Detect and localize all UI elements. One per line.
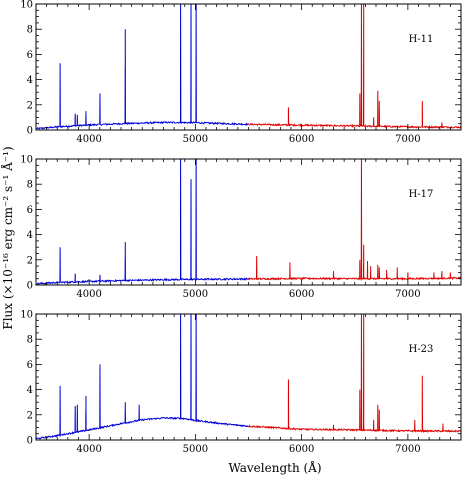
panel-label: H-11 [409,34,434,45]
x-tick-label: 4000 [76,289,101,300]
series-blue-arm [36,159,249,285]
y-axis-title: Flux (×10⁻¹⁶ erg cm⁻² s⁻¹ Å⁻¹) [0,146,15,329]
x-tick-label: 7000 [395,134,420,145]
series-red-arm [248,314,461,434]
y-tick-label: 8 [27,180,33,191]
y-tick-label: 6 [27,50,33,61]
y-tick-label: 2 [27,255,33,266]
x-tick-label: 4000 [76,444,101,455]
y-tick-label: 0 [27,436,33,447]
y-tick-label: 10 [20,155,33,166]
x-tick-label: 5000 [183,444,208,455]
y-tick-label: 8 [27,25,33,36]
y-tick-label: 4 [27,230,33,241]
panel-label: H-23 [409,344,434,355]
y-tick-label: 10 [20,310,33,321]
panel-h-17: 4000 5000 6000 7000 0 2 4 6 8 10 H-17 [20,155,462,300]
x-tick-label: 5000 [183,289,208,300]
panel-h-23: 4000 5000 6000 7000 0 2 4 6 8 10 H-23 [20,310,462,455]
panel-label: H-17 [409,189,434,200]
x-tick-label: 7000 [395,444,420,455]
plot-frame [35,158,462,286]
y-tick-label: 6 [27,360,33,371]
series-blue-arm [36,4,249,130]
panel-h-11: 4000 5000 6000 7000 0 2 4 6 8 10 H-11 [20,0,462,145]
y-tick-label: 0 [27,126,33,137]
x-tick-label: 4000 [76,134,101,145]
y-tick-label: 2 [27,100,33,111]
series-red-arm [248,4,461,129]
x-tick-label: 5000 [183,134,208,145]
series-blue-arm [36,314,249,440]
y-tick-label: 2 [27,410,33,421]
y-tick-label: 8 [27,335,33,346]
x-tick-label: 7000 [395,289,420,300]
x-tick-label: 6000 [289,444,314,455]
y-tick-label: 10 [20,0,33,11]
panels-layer: 4000 5000 6000 7000 0 2 4 6 8 10 H-11 4000 5000 6000 7… [20,0,462,455]
x-axis-title: Wavelength (Å) [228,460,321,475]
y-tick-label: 4 [27,75,33,86]
y-tick-label: 4 [27,385,33,396]
y-tick-label: 0 [27,281,33,292]
series-red-arm [248,159,461,282]
x-tick-label: 6000 [289,134,314,145]
x-tick-label: 6000 [289,289,314,300]
y-tick-label: 6 [27,205,33,216]
